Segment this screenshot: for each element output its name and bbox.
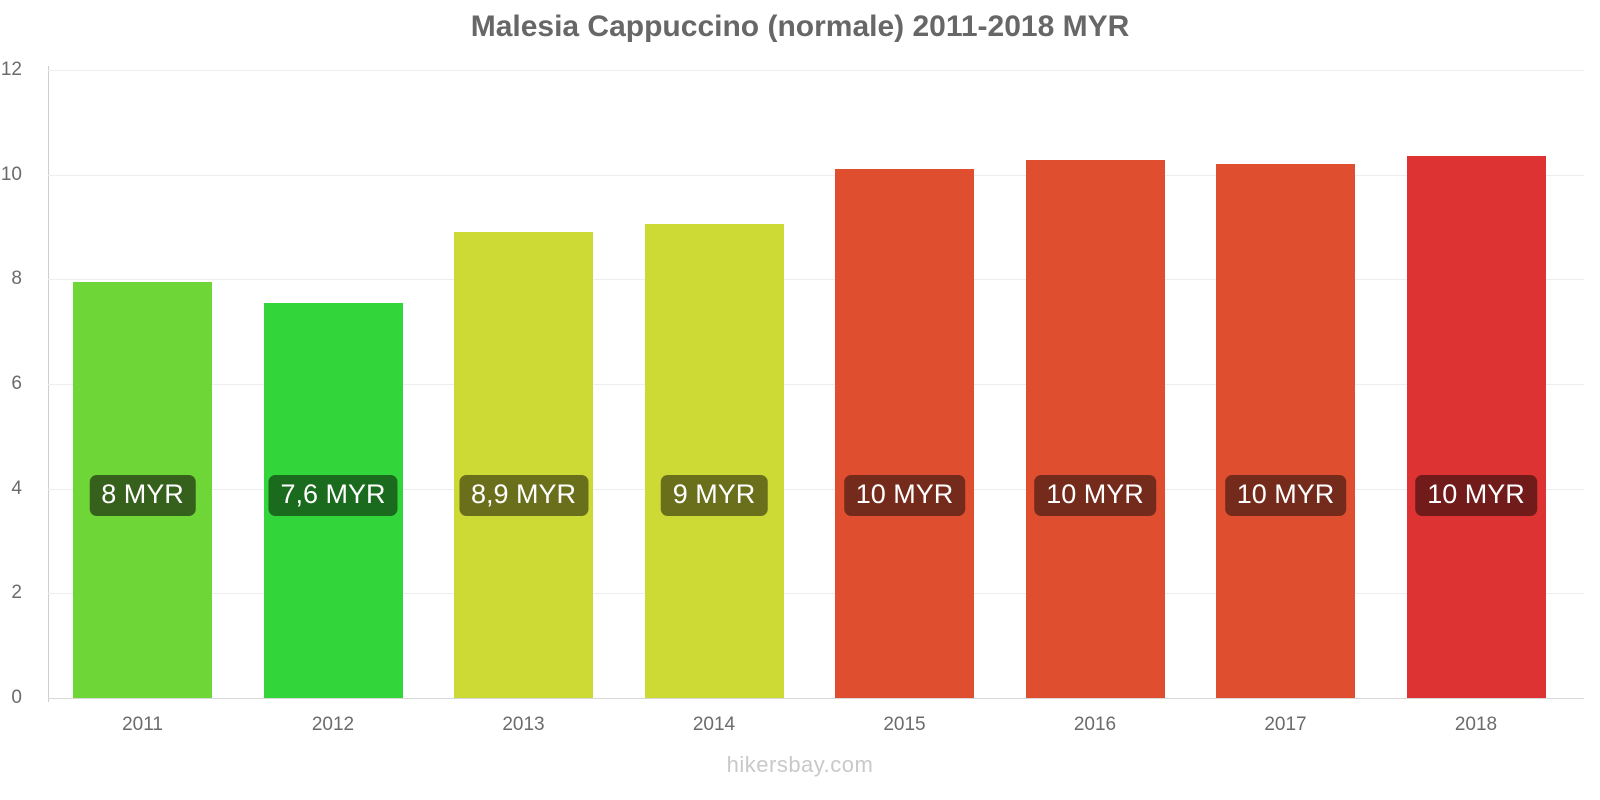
x-tick-label-2018: 2018 [1454, 714, 1498, 735]
x-tick-label-2015: 2015 [883, 714, 926, 735]
gridline-6 [48, 384, 1584, 385]
bar-value-label-2013: 8,9 MYR [458, 474, 589, 516]
chart-title: Malesia Cappuccino (normale) 2011-2018 M… [470, 10, 1130, 43]
y-tick-label-8: 8 [11, 268, 22, 290]
y-tick-label-6: 6 [11, 373, 22, 394]
bar-2012[interactable]: 7,6 MYR [263, 302, 403, 698]
y-tick-label-4: 4 [11, 477, 22, 499]
bar-2013[interactable]: 8,9 MYR [454, 232, 593, 698]
x-tick-label-2014: 2014 [692, 714, 736, 735]
bar-value-label-2012: 7,6 MYR [268, 474, 398, 516]
bar-2017[interactable]: 10 MYR [1216, 164, 1355, 698]
gridline-12 [48, 70, 1584, 71]
gridline-0 [48, 698, 1584, 699]
bar-value-label-2014: 9 MYR [660, 474, 768, 516]
x-tick-label-2017: 2017 [1264, 714, 1307, 735]
x-tick-label-2011: 2011 [122, 714, 163, 735]
bar-2015[interactable]: 10 MYR [835, 169, 974, 698]
footer-watermark: hikersbay.com [726, 752, 874, 777]
bar-2014[interactable]: 9 MYR [644, 224, 784, 698]
bar-value-label-2011: 8 MYR [89, 474, 196, 516]
bar-value-label-2016: 10 MYR [1034, 474, 1156, 516]
gridline-8 [48, 279, 1584, 281]
x-tick-label-2016: 2016 [1073, 714, 1117, 735]
x-axis-tick-labels: 2011 2012 2013 2014 2015 2016 2017 2018 [48, 706, 1584, 746]
x-tick-label-2012: 2012 [311, 714, 355, 735]
bar-2018[interactable]: 10 MYR [1406, 156, 1546, 698]
bar-value-label-2015: 10 MYR [843, 474, 966, 516]
bar-value-label-2017: 10 MYR [1224, 474, 1347, 516]
plot-area: 0 2 4 6 8 10 12 8 MYR 7,6 MYR 8,9 MYR 9 MYR 10 MYR… [1, 59, 1584, 708]
gridline-2 [48, 593, 1584, 595]
bar-value-label-2018: 10 MYR [1415, 474, 1537, 516]
bar-2016[interactable]: 10 MYR [1025, 160, 1165, 698]
gridline-10 [48, 174, 1584, 176]
bar-2011[interactable]: 8 MYR [73, 281, 212, 698]
y-tick-label-12: 12 [0, 59, 22, 80]
gridline-4 [48, 488, 1584, 490]
y-tick-label-2: 2 [11, 582, 22, 604]
x-tick-label-2013: 2013 [502, 714, 545, 735]
y-tick-label-0: 0 [11, 687, 22, 708]
y-tick-label-10: 10 [0, 163, 22, 185]
